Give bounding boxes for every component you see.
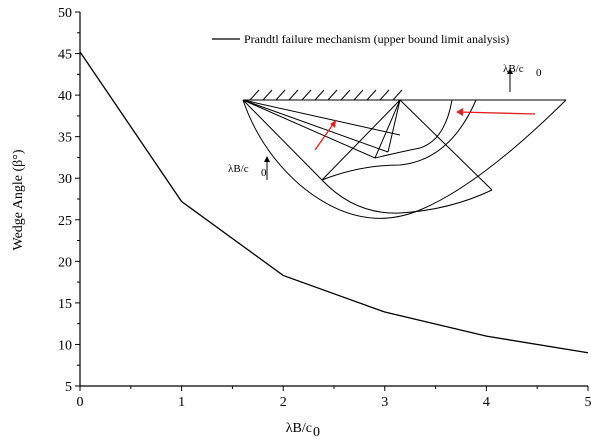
y-tick-label: 40 xyxy=(58,89,72,104)
radial-line-4 xyxy=(399,99,493,191)
outer-slip-arc xyxy=(242,99,567,219)
hatch-mark xyxy=(301,89,312,101)
y-tick-label: 20 xyxy=(58,255,72,270)
radial-line-1 xyxy=(321,99,401,181)
legend: Prandtl failure mechanism (upper bound l… xyxy=(212,32,509,46)
hatch-mark xyxy=(262,89,273,101)
hatch-mark xyxy=(340,89,351,101)
y-tick-label: 10 xyxy=(58,338,72,353)
x-tick-label: 0 xyxy=(77,395,84,410)
x-tick-label: 4 xyxy=(483,395,490,410)
hatch-mark xyxy=(249,89,260,101)
y-tick-label: 50 xyxy=(58,6,72,21)
x-axis-title: λB/c xyxy=(286,421,312,436)
left-load-label-sub: 0 xyxy=(261,167,267,179)
hatch-mark xyxy=(379,89,390,101)
series-layer xyxy=(79,51,589,354)
x-tick-label: 3 xyxy=(381,395,388,410)
hatch-mark xyxy=(366,89,377,101)
hatch-mark xyxy=(314,89,325,101)
y-axis-title: Wedge Angle (β°) xyxy=(11,149,26,250)
series-line-0 xyxy=(79,51,589,354)
top-load-arrow: λB/c 0 xyxy=(503,63,542,92)
x-tick-label: 2 xyxy=(280,395,287,410)
y-tick-label: 30 xyxy=(58,172,72,187)
x-tick-label: 1 xyxy=(178,395,185,410)
top-load-label-sub: 0 xyxy=(536,67,542,79)
wedge-line-1 xyxy=(242,99,389,153)
legend-label: Prandtl failure mechanism (upper bound l… xyxy=(244,32,509,46)
y-tick-label: 5 xyxy=(65,380,72,395)
radial-line-3 xyxy=(387,99,401,153)
radial-line-2 xyxy=(374,99,401,159)
y-tick-label: 15 xyxy=(58,297,72,312)
left-load-label: λB/c xyxy=(228,163,249,175)
outer-failure-surface xyxy=(321,179,493,214)
y-tick-label: 45 xyxy=(58,48,72,63)
hatch-mark xyxy=(327,89,338,101)
left-load-arrow: λB/c 0 xyxy=(228,156,270,180)
ground-hatching xyxy=(249,89,403,101)
middle-failure-surface xyxy=(242,99,477,181)
inner-failure-surface xyxy=(242,99,453,159)
wedge-line-3 xyxy=(242,99,401,136)
velocity-arrow-right xyxy=(456,108,536,116)
x-axis-title-subscript: 0 xyxy=(313,425,320,439)
x-tick-label: 5 xyxy=(585,395,591,410)
velocity-arrow-left xyxy=(314,119,337,151)
hatch-mark xyxy=(275,89,286,101)
y-tick-label: 25 xyxy=(58,214,72,229)
hatch-mark xyxy=(353,89,364,101)
top-load-label: λB/c xyxy=(503,63,524,75)
hatch-mark xyxy=(392,89,403,101)
y-tick-label: 35 xyxy=(58,131,72,146)
failure-mechanism-diagram: λB/c 0 λB/c 0 xyxy=(228,63,567,219)
hatch-mark xyxy=(288,89,299,101)
